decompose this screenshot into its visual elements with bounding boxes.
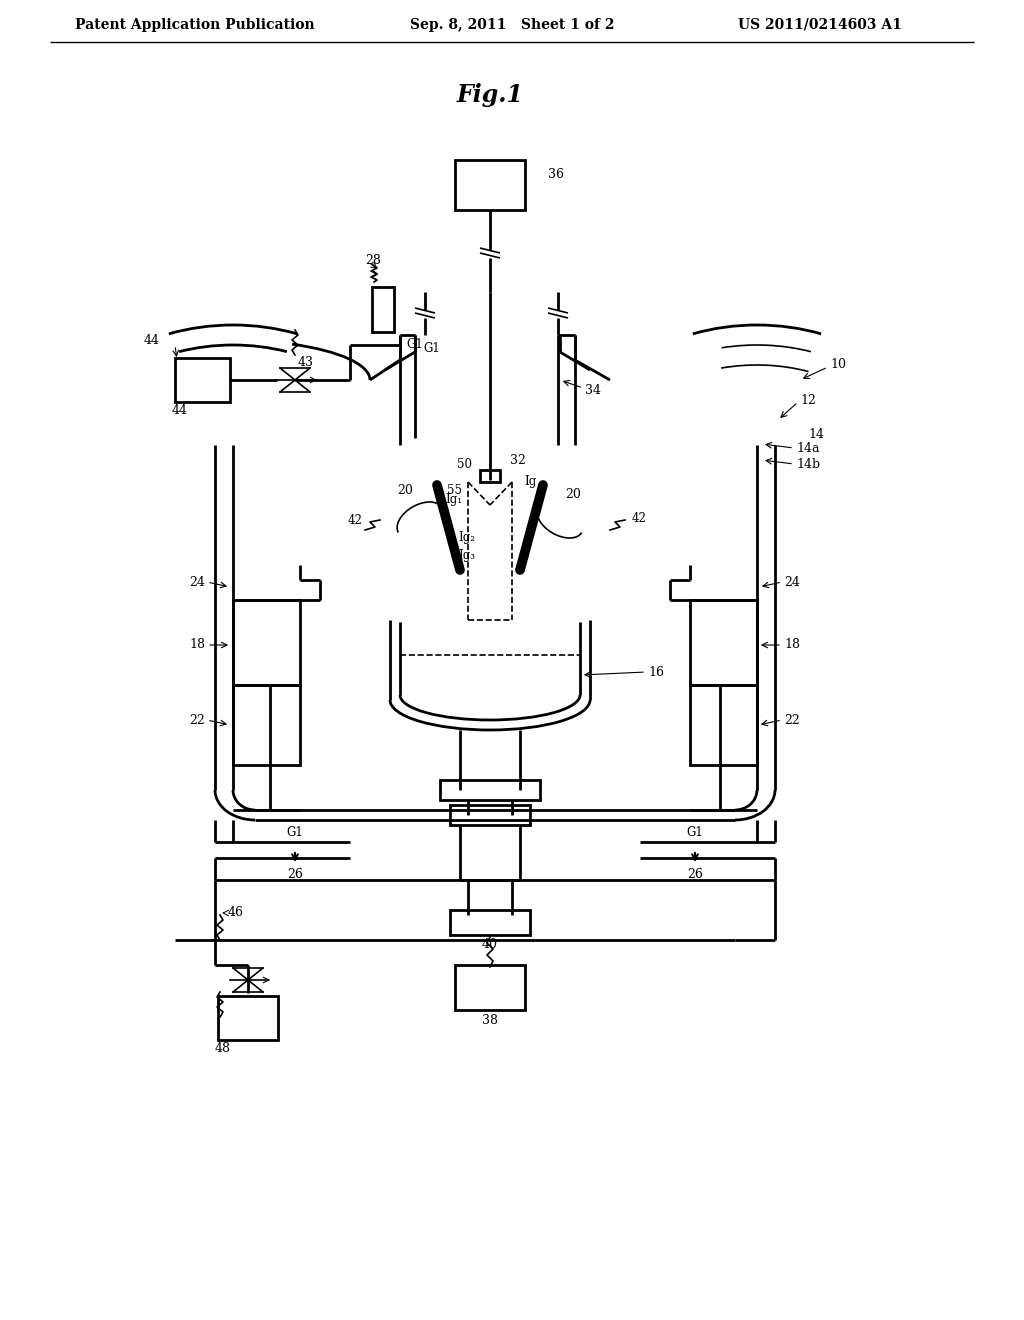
Text: 40: 40: [482, 939, 498, 952]
Text: Ig₃: Ig₃: [458, 549, 475, 561]
Text: 10: 10: [830, 359, 846, 371]
Bar: [450, 909, 530, 935]
Text: Ig₂: Ig₂: [458, 531, 475, 544]
Text: 38: 38: [482, 1014, 498, 1027]
Text: 14a: 14a: [796, 441, 819, 454]
Text: 20: 20: [565, 488, 581, 502]
Text: 24: 24: [189, 576, 205, 589]
Text: 12: 12: [800, 393, 816, 407]
Text: 22: 22: [189, 714, 205, 726]
Text: 34: 34: [585, 384, 601, 396]
Text: G1: G1: [407, 338, 423, 351]
Text: Ig: Ig: [524, 475, 537, 488]
Bar: [455, 160, 525, 210]
Text: 44: 44: [144, 334, 160, 346]
Text: Sep. 8, 2011   Sheet 1 of 2: Sep. 8, 2011 Sheet 1 of 2: [410, 18, 614, 32]
Bar: [440, 780, 540, 800]
Text: 20: 20: [397, 483, 413, 496]
Bar: [233, 601, 300, 685]
Text: 24: 24: [784, 576, 800, 589]
Text: 46: 46: [228, 906, 244, 919]
Text: G1: G1: [423, 342, 439, 355]
Text: 14: 14: [808, 429, 824, 441]
Text: Fig.1: Fig.1: [457, 83, 523, 107]
Text: Ig₁: Ig₁: [445, 494, 462, 507]
Bar: [690, 601, 757, 685]
Bar: [450, 805, 530, 825]
Bar: [480, 470, 500, 482]
Text: 44: 44: [172, 404, 188, 417]
Text: US 2011/0214603 A1: US 2011/0214603 A1: [738, 18, 902, 32]
Text: 55: 55: [447, 483, 462, 496]
Bar: [690, 685, 757, 766]
Text: 42: 42: [632, 511, 647, 524]
Bar: [218, 997, 278, 1040]
Text: 14b: 14b: [796, 458, 820, 471]
Text: Patent Application Publication: Patent Application Publication: [75, 18, 314, 32]
Text: 43: 43: [298, 355, 314, 368]
Bar: [175, 358, 230, 403]
Text: 16: 16: [648, 665, 664, 678]
Text: 48: 48: [215, 1041, 231, 1055]
Text: 50: 50: [457, 458, 472, 471]
Text: 26: 26: [687, 869, 702, 882]
Text: 36: 36: [548, 169, 564, 181]
Bar: [233, 685, 300, 766]
Text: G1: G1: [687, 825, 703, 838]
Text: 42: 42: [348, 513, 362, 527]
Bar: [372, 286, 394, 333]
Bar: [455, 965, 525, 1010]
Text: 26: 26: [287, 869, 303, 882]
Text: 28: 28: [365, 253, 381, 267]
Text: G1: G1: [287, 825, 303, 838]
Text: 18: 18: [784, 639, 800, 652]
Text: 32: 32: [510, 454, 526, 466]
Text: 22: 22: [784, 714, 800, 726]
Text: 18: 18: [189, 639, 205, 652]
